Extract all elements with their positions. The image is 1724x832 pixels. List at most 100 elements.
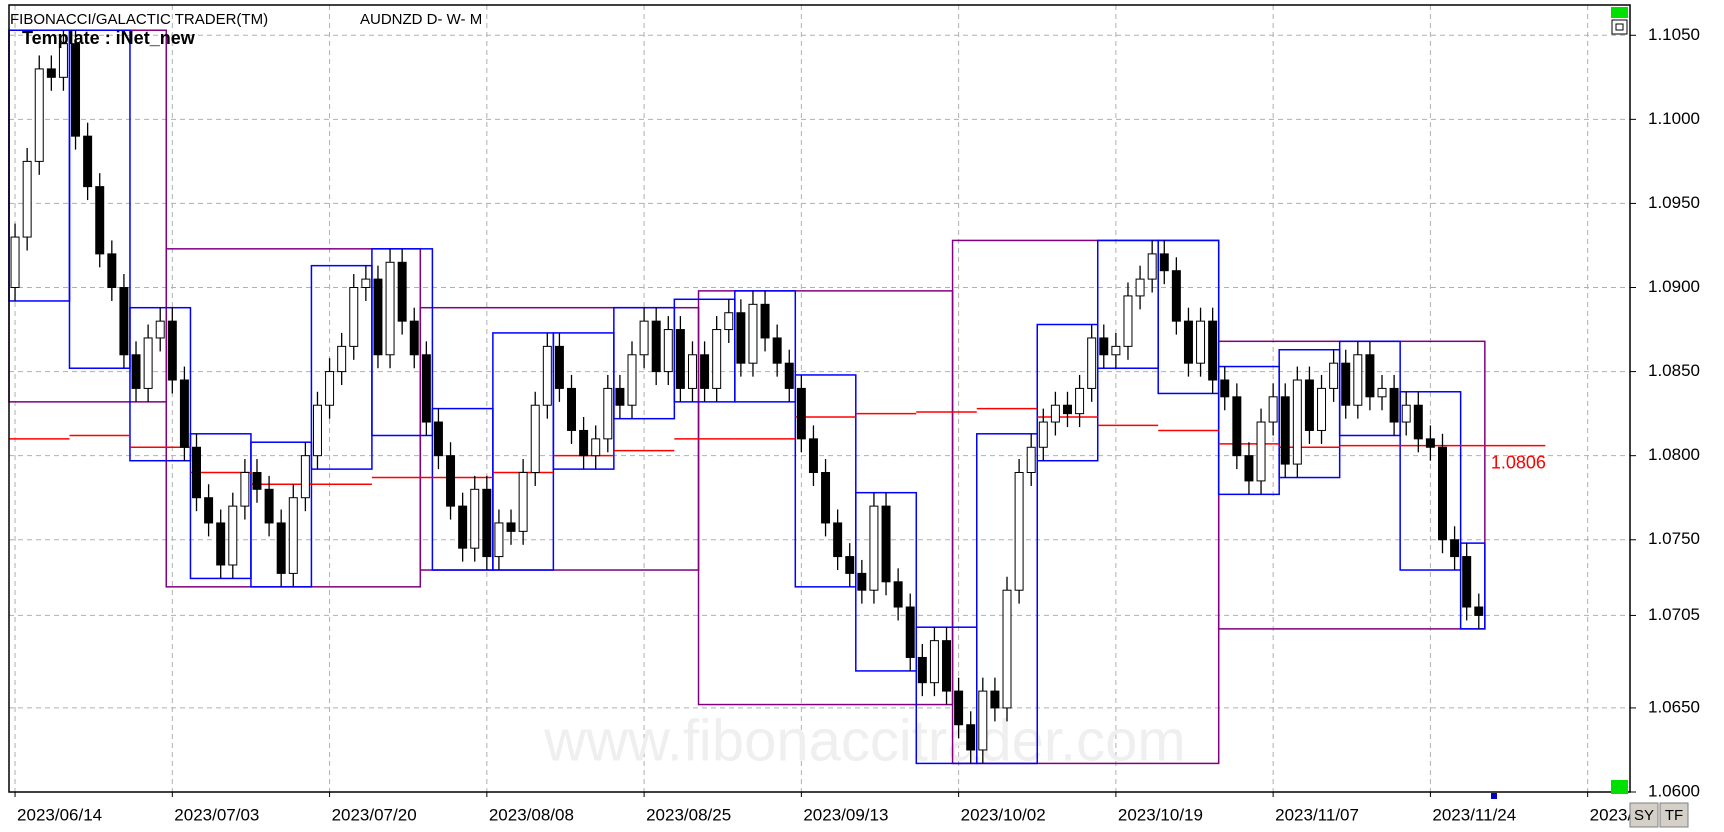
candle-body [385,261,395,356]
candle-body [71,43,81,137]
candle-body [409,320,419,356]
x-tick-label: 2023/11/07 [1275,805,1359,824]
candle-body [736,312,746,364]
candle-body [264,488,274,524]
level-label: 1.0806 [1491,452,1546,472]
sy-button-label[interactable]: SY [1634,807,1654,824]
candle-body [1232,396,1242,457]
candle-body [978,690,988,751]
candle-body [1425,438,1435,448]
tf-button-label[interactable]: TF [1665,807,1683,824]
candle-body [1123,295,1133,347]
y-tick-label: 1.0850 [1648,361,1700,380]
candle-body [917,656,927,684]
candle-body [639,320,649,356]
candle-body [796,387,806,440]
candle-body [506,522,516,532]
candle-body [1135,278,1145,297]
candle-body [216,522,226,566]
candle-body [167,320,177,381]
candle-body [1377,387,1387,398]
candle-body [1365,354,1375,398]
candle-body [470,488,480,549]
x-tick-label: 2023/06/14 [17,805,102,824]
weekly-box [794,374,857,588]
candle-body [288,497,298,574]
x-tick-label: 2023/08/08 [489,805,574,824]
candle-body [131,354,141,389]
candle-body [1111,345,1121,356]
candle-body [1099,337,1109,356]
candle-body [760,303,770,339]
candle-body [143,337,153,389]
candle-body [83,135,93,188]
candle-body [1062,404,1072,415]
candle-body [675,329,685,389]
watermark-layer: www.fibonaccitrader.com [543,708,1185,773]
candle-body [663,329,673,373]
template-label: Template : iNet_new [22,28,196,48]
status-indicator [1611,7,1628,18]
candle-body [192,446,201,499]
y-tick-label: 1.0705 [1648,605,1700,624]
weekly-box [1036,323,1099,462]
candle-body [869,505,879,591]
candle-body [1329,362,1339,389]
candle-body [579,429,589,457]
candle-body [615,387,625,406]
candle-body [458,505,468,549]
candle-body [10,236,20,289]
candle-body [845,556,855,574]
symbol: AUDNZD D- W- M [360,11,482,28]
axes: 1.1050 1.1000 1.0950 1.0900 1.0850 1.0800 1.07… [14,25,1700,824]
candle-body [627,354,637,406]
candle-body [1087,337,1097,389]
candle-body [591,438,601,457]
candle-body [1401,404,1411,423]
y-tick-label: 1.0600 [1648,781,1700,800]
candle-body [784,362,794,389]
sy-button[interactable] [1629,802,1659,828]
candle-body [107,253,117,289]
candle-body [1317,387,1327,431]
candle-body [1014,471,1024,591]
candle-body [22,160,32,238]
x-tick-label: 2023/11/24 [1432,805,1516,824]
weekly-box [1157,239,1220,395]
candles [10,30,1484,764]
candle-body [748,303,758,364]
candle-body [893,581,903,608]
candle-body [312,404,322,457]
x-tick-label: 2023/10/19 [1118,805,1203,824]
candle-body [1038,421,1048,448]
candle-body [700,354,710,389]
tf-button[interactable] [1659,802,1689,828]
window-icon-inner [1615,23,1624,31]
candle-body [772,337,782,364]
candle-body [1075,387,1085,415]
candle-body [929,640,939,684]
candle-body [433,421,443,457]
candle-body [1002,589,1012,709]
candle-body [1280,396,1290,465]
candle-body [300,455,310,499]
candle-body [34,68,44,162]
y-tick-label: 1.0650 [1648,697,1700,716]
watermark: www.fibonaccitrader.com [543,708,1185,773]
candle-body [1183,320,1193,364]
candle-body [808,438,818,473]
candle-body [881,505,891,583]
y-tick-label: 1.0950 [1648,193,1700,212]
candle-body [857,572,867,591]
x-tick-label: 2023/08/25 [646,805,731,824]
window-icon [1611,19,1628,35]
candle-body [155,320,165,339]
candle-body [361,278,371,289]
weekly-box [976,433,1038,765]
candle-body [446,455,456,507]
candle-body [1450,539,1460,558]
candle-body [833,522,843,558]
candle-body [204,497,214,524]
candle-body [349,287,359,347]
candle-body [1353,354,1363,406]
